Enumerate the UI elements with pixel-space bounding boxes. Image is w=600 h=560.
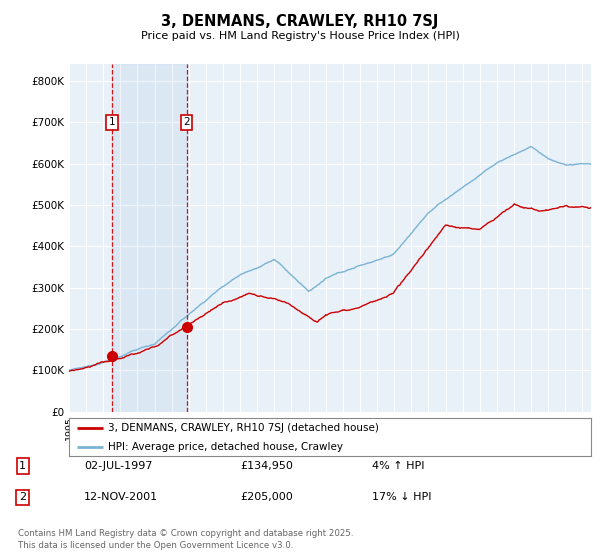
Bar (112, 64, 187, 412)
Text: £134,950: £134,950 (240, 461, 293, 471)
Text: 17% ↓ HPI: 17% ↓ HPI (372, 492, 431, 502)
Text: 4% ↑ HPI: 4% ↑ HPI (372, 461, 425, 471)
Text: Contains HM Land Registry data © Crown copyright and database right 2025.
This d: Contains HM Land Registry data © Crown c… (18, 529, 353, 550)
Text: 2: 2 (183, 117, 190, 127)
Text: HPI: Average price, detached house, Crawley: HPI: Average price, detached house, Craw… (108, 442, 343, 452)
Text: Price paid vs. HM Land Registry's House Price Index (HPI): Price paid vs. HM Land Registry's House … (140, 31, 460, 41)
Text: 1: 1 (19, 461, 26, 471)
Text: 02-JUL-1997: 02-JUL-1997 (84, 461, 152, 471)
Text: £205,000: £205,000 (240, 492, 293, 502)
Text: 12-NOV-2001: 12-NOV-2001 (84, 492, 158, 502)
Text: 2: 2 (19, 492, 26, 502)
Text: 3, DENMANS, CRAWLEY, RH10 7SJ (detached house): 3, DENMANS, CRAWLEY, RH10 7SJ (detached … (108, 423, 379, 433)
Text: 3, DENMANS, CRAWLEY, RH10 7SJ: 3, DENMANS, CRAWLEY, RH10 7SJ (161, 14, 439, 29)
Text: 1: 1 (109, 117, 115, 127)
